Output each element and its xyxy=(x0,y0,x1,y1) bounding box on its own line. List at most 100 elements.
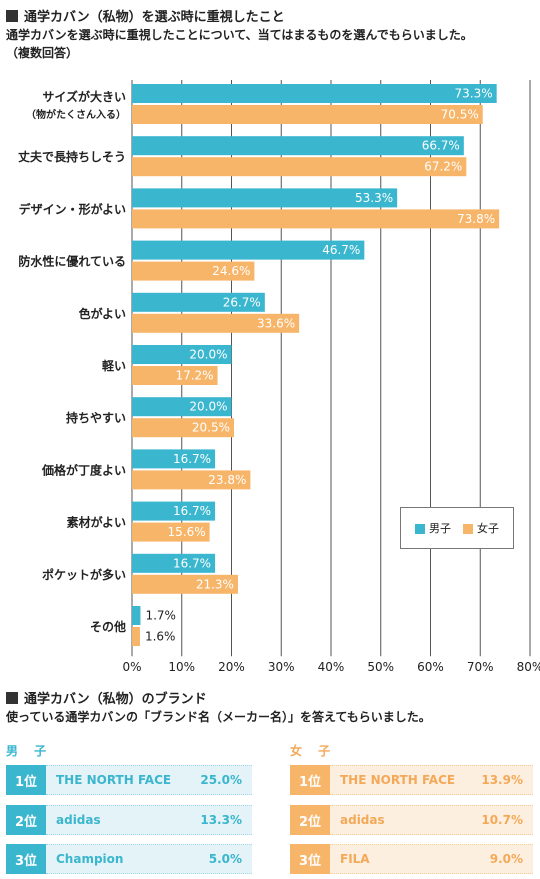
data-label: 1.7% xyxy=(145,609,176,623)
x-tick-label: 70% xyxy=(467,660,494,674)
data-label: 67.2% xyxy=(424,160,462,174)
section1-description: 通学カバンを選ぶ時に重視したことについて、当てはまるものを選んでもらいました。 … xyxy=(6,26,473,62)
rank-body: adidas 13.3% xyxy=(46,805,252,835)
data-label: 66.7% xyxy=(422,139,460,153)
x-tick-label: 10% xyxy=(168,660,195,674)
bar-male xyxy=(132,240,365,260)
bar-male xyxy=(132,501,216,521)
bar-male xyxy=(132,553,216,573)
rank-badge: 3位 xyxy=(6,844,46,874)
bar-female xyxy=(132,522,210,542)
bar-female xyxy=(132,470,251,490)
brand-name: Champion xyxy=(56,852,124,866)
data-label: 53.3% xyxy=(355,191,393,205)
legend-label-male: 男子 xyxy=(429,522,451,535)
rank-badge: 2位 xyxy=(290,805,330,835)
female-rank-row: 3位 FILA 9.0% xyxy=(290,844,533,874)
male-rank-row: 1位 THE NORTH FACE 25.0% xyxy=(6,765,252,795)
rank-body: THE NORTH FACE 25.0% xyxy=(46,765,252,795)
bar-male xyxy=(132,449,216,469)
bar-male xyxy=(132,292,265,312)
category-label: デザイン・形がよい xyxy=(19,201,126,216)
x-tick-label: 60% xyxy=(417,660,444,674)
category-label: ポケットが多い xyxy=(42,567,126,582)
data-label: 1.6% xyxy=(145,630,176,644)
rank-badge: 2位 xyxy=(6,805,46,835)
bar-female xyxy=(132,209,500,229)
rank-badge: 1位 xyxy=(6,765,46,795)
bar-female xyxy=(132,418,234,438)
category-label: 素材がよい xyxy=(67,515,126,530)
data-label: 16.7% xyxy=(173,452,211,466)
female-rank-row: 2位 adidas 10.7% xyxy=(290,805,533,835)
category-label: 色がよい xyxy=(79,306,126,321)
brand-name: FILA xyxy=(340,852,370,866)
section1-title-row: 通学カバン（私物）を選ぶ時に重視したこと xyxy=(6,6,285,25)
brand-name: adidas xyxy=(340,813,385,827)
legend-label-female: 女子 xyxy=(477,522,499,535)
data-label: 73.3% xyxy=(455,87,493,101)
data-label: 16.7% xyxy=(173,504,211,518)
brand-percent: 13.9% xyxy=(481,773,523,787)
x-tick-label: 50% xyxy=(367,660,394,674)
bar-male xyxy=(132,136,464,156)
female-rank-row: 1位 THE NORTH FACE 13.9% xyxy=(290,765,533,795)
x-tick-label: 80% xyxy=(517,660,540,674)
section1-title: 通学カバン（私物）を選ぶ時に重視したこと xyxy=(24,10,285,25)
data-label: 15.6% xyxy=(167,525,205,539)
brand-name: adidas xyxy=(56,813,101,827)
rank-body: Champion 5.0% xyxy=(46,844,252,874)
square-bullet-icon xyxy=(6,9,18,22)
category-sublabel: （物がたくさん入る） xyxy=(26,108,126,121)
bar-female xyxy=(132,261,255,281)
bar-male xyxy=(132,345,232,364)
data-label: 70.5% xyxy=(441,108,479,122)
bar-female xyxy=(132,574,238,594)
rank-badge: 3位 xyxy=(290,844,330,874)
male-rank-row: 2位 adidas 13.3% xyxy=(6,805,252,835)
rank-body: adidas 10.7% xyxy=(330,805,533,835)
x-tick-label: 40% xyxy=(318,660,345,674)
brand-percent: 5.0% xyxy=(208,852,242,866)
data-label: 21.3% xyxy=(196,577,234,591)
data-label: 17.2% xyxy=(175,369,213,383)
male-rank-row: 3位 Champion 5.0% xyxy=(6,844,252,874)
female-heading: 女 子 xyxy=(290,744,337,758)
bar-male xyxy=(132,397,232,417)
brand-percent: 25.0% xyxy=(200,773,242,787)
bar-male xyxy=(132,188,398,208)
rank-badge: 1位 xyxy=(290,765,330,795)
brand-name: THE NORTH FACE xyxy=(56,773,172,787)
bar-female xyxy=(132,313,300,333)
section2-description: 使っている通学カバンの「ブランド名（メーカー名）」を答えてもらいました。 xyxy=(6,710,431,724)
data-label: 16.7% xyxy=(173,556,211,570)
section1-desc-line2: （複数回答） xyxy=(6,46,79,60)
x-tick-label: 30% xyxy=(268,660,295,674)
legend-item-female: 女子 xyxy=(463,520,499,536)
section1-desc-line1: 通学カバンを選ぶ時に重視したことについて、当てはまるものを選んでもらいました。 xyxy=(6,28,473,42)
legend-swatch-female xyxy=(463,524,473,534)
bar-female xyxy=(132,627,140,646)
data-label: 73.8% xyxy=(457,212,495,226)
data-label: 20.5% xyxy=(192,421,230,435)
data-label: 20.0% xyxy=(189,400,227,414)
chart-legend: 男子 女子 xyxy=(400,507,514,549)
bar-male xyxy=(132,84,497,103)
data-label: 20.0% xyxy=(189,348,227,362)
x-tick-label: 20% xyxy=(218,660,245,674)
brand-percent: 9.0% xyxy=(489,852,523,866)
brand-percent: 10.7% xyxy=(481,813,523,827)
category-label: サイズが大きい xyxy=(42,89,126,104)
male-heading: 男 子 xyxy=(6,744,53,758)
section2-title-row: 通学カバン（私物）のブランド xyxy=(6,688,207,707)
brand-percent: 13.3% xyxy=(200,813,242,827)
square-bullet-icon xyxy=(6,691,18,704)
category-label: 軽い xyxy=(102,358,126,373)
category-label: 丈夫で長持ちしそう xyxy=(18,149,126,164)
data-label: 26.7% xyxy=(223,295,261,309)
bar-male xyxy=(132,606,141,625)
rank-body: THE NORTH FACE 13.9% xyxy=(330,765,533,795)
data-label: 23.8% xyxy=(208,473,246,487)
data-label: 33.6% xyxy=(257,316,295,330)
category-label: その他 xyxy=(90,619,126,634)
